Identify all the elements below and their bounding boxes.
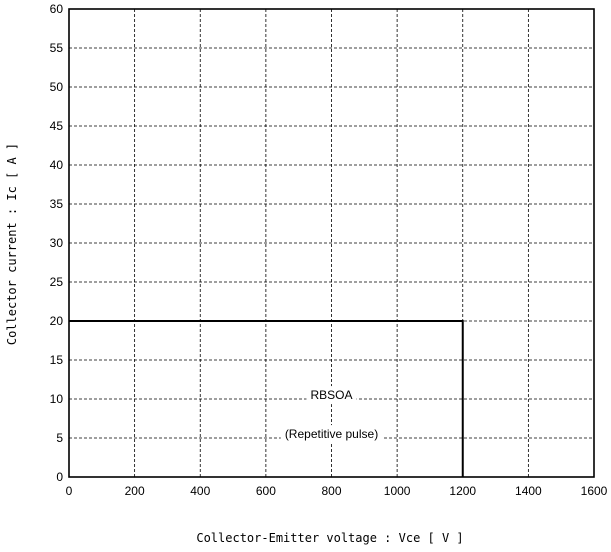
- annotation-text: (Repetitive pulse): [285, 427, 378, 441]
- x-tick-label: 600: [256, 484, 276, 498]
- tick-labels: 0 200 400 600 800 1000 1200 1400 1600 0 5 10 15 20 25 3…: [50, 2, 608, 498]
- y-tick-label: 45: [50, 119, 64, 133]
- annotation-text: RBSOA: [310, 388, 352, 402]
- annotation-background: [306, 386, 357, 405]
- x-tick-label: 800: [321, 484, 341, 498]
- x-tick-label: 1400: [515, 484, 542, 498]
- x-tick-label: 1200: [449, 484, 476, 498]
- x-tick-label: 0: [66, 484, 73, 498]
- x-axis-label: Collector-Emitter voltage : Vce [ V ]: [196, 531, 463, 545]
- series-layer: [69, 320, 464, 477]
- y-tick-label: 20: [50, 314, 64, 328]
- annotation: (Repetitive pulse): [280, 425, 383, 444]
- annotation-background: [280, 425, 383, 444]
- annotations: RBSOA (Repetitive pulse): [280, 386, 383, 444]
- grid-lines: [69, 9, 594, 477]
- y-axis-label: Collector current : Ic [ A ]: [5, 143, 19, 345]
- x-tick-label: 1600: [581, 484, 608, 498]
- x-tick-label: 400: [190, 484, 210, 498]
- y-tick-label: 0: [56, 470, 63, 484]
- y-tick-label: 55: [50, 41, 64, 55]
- x-tick-label: 1000: [384, 484, 411, 498]
- y-tick-label: 5: [56, 431, 63, 445]
- y-tick-label: 35: [50, 197, 64, 211]
- y-tick-label: 10: [50, 392, 64, 406]
- rbsoa-boundary-line: [69, 320, 464, 477]
- y-tick-label: 60: [50, 2, 64, 16]
- x-tick-label: 200: [125, 484, 145, 498]
- y-tick-label: 15: [50, 353, 64, 367]
- plot-frame: [68, 8, 595, 478]
- y-tick-label: 30: [50, 236, 64, 250]
- annotation: RBSOA: [306, 386, 357, 405]
- y-tick-label: 50: [50, 80, 64, 94]
- y-tick-label: 25: [50, 275, 64, 289]
- y-tick-label: 40: [50, 158, 64, 172]
